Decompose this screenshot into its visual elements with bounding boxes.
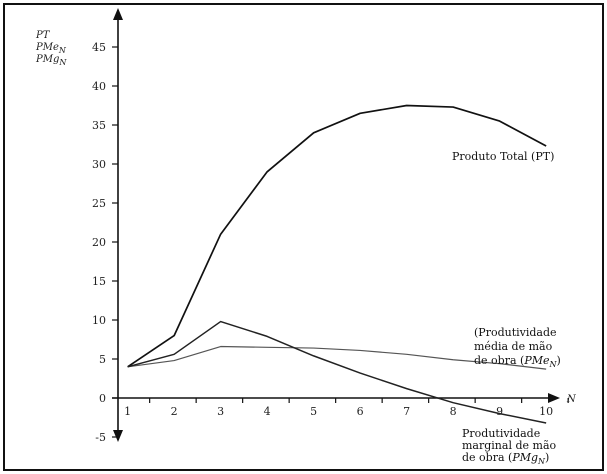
ticks bbox=[112, 46, 569, 438]
series-label-produtividade-media: média de mão bbox=[474, 340, 553, 353]
y-tick-label: 30 bbox=[92, 158, 106, 171]
x-tick-label: 4 bbox=[264, 405, 271, 418]
x-tick-label: 9 bbox=[496, 405, 503, 418]
series-label-produto-total: Produto Total (PT) bbox=[452, 150, 554, 163]
series-label-produtividade-marginal: marginal de mão bbox=[462, 439, 557, 452]
y-axis-arrow-bottom bbox=[113, 430, 123, 442]
axes bbox=[112, 8, 560, 442]
y-tick-label: 20 bbox=[92, 236, 106, 249]
series-line-produtividade-media bbox=[127, 345, 547, 370]
series-label-produtividade-media: de obra (PMeN) bbox=[474, 354, 561, 369]
x-tick-label: 6 bbox=[357, 405, 364, 418]
series-label-produtividade-marginal: de obra (PMgN) bbox=[462, 451, 549, 466]
y-tick-label: 40 bbox=[92, 80, 106, 93]
series-line-produtividade-marginal bbox=[127, 320, 547, 424]
series-line-produto-total bbox=[127, 104, 547, 368]
y-tick-label: 0 bbox=[99, 392, 106, 405]
y-axis-title-line: PMgN bbox=[35, 54, 67, 67]
y-tick-label: 15 bbox=[92, 275, 106, 288]
y-axis-title-line: PT bbox=[35, 30, 51, 41]
y-tick-label: 25 bbox=[92, 197, 106, 210]
x-tick-label: 7 bbox=[403, 405, 410, 418]
x-tick-label: 5 bbox=[310, 405, 317, 418]
y-tick-label: -5 bbox=[95, 431, 106, 444]
series-label-produtividade-media: (Produtividade bbox=[474, 326, 557, 339]
x-tick-label: 10 bbox=[539, 405, 553, 418]
y-tick-label: 5 bbox=[99, 353, 106, 366]
labels: 1 2 3 4 5 6 7 8 9 10-5051015202530354045PTPMeNPMg… bbox=[35, 30, 577, 466]
x-tick-label: 3 bbox=[217, 405, 224, 418]
series-label-produtividade-marginal: Produtividade bbox=[462, 427, 540, 440]
y-axis-arrow-top bbox=[113, 8, 123, 20]
y-axis-title-line: PMeN bbox=[35, 42, 67, 55]
x-tick-label: 8 bbox=[450, 405, 457, 418]
x-axis-arrow bbox=[548, 393, 560, 403]
y-tick-label: 10 bbox=[92, 314, 106, 327]
x-tick-label: 1 bbox=[124, 405, 131, 418]
series-lines bbox=[127, 104, 547, 424]
y-tick-label: 45 bbox=[92, 41, 106, 54]
x-axis-title: N bbox=[566, 394, 577, 405]
chart-border bbox=[3, 3, 604, 471]
y-tick-label: 35 bbox=[92, 119, 106, 132]
x-tick-label: 2 bbox=[171, 405, 178, 418]
